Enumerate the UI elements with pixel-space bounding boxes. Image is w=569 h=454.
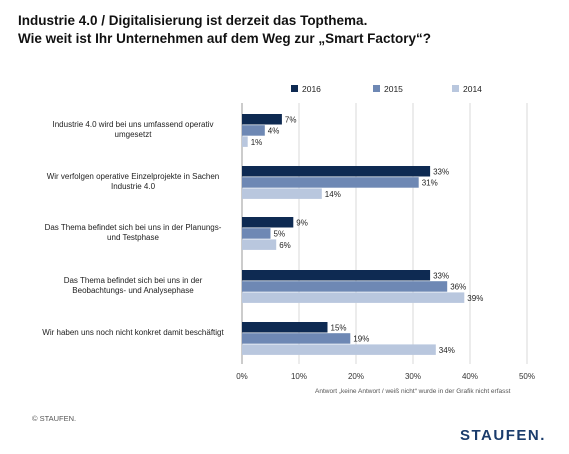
x-tick-label: 50% bbox=[519, 372, 535, 381]
x-tick-label: 20% bbox=[348, 372, 364, 381]
data-label: 14% bbox=[325, 190, 341, 199]
copyright: © STAUFEN. bbox=[32, 414, 77, 423]
data-label: 15% bbox=[331, 324, 347, 333]
bar bbox=[242, 166, 431, 177]
bar bbox=[242, 228, 271, 239]
bar bbox=[242, 125, 265, 136]
data-label: 33% bbox=[433, 272, 449, 281]
data-label: 6% bbox=[279, 241, 291, 250]
data-label: 9% bbox=[296, 219, 308, 228]
data-label: 31% bbox=[422, 179, 438, 188]
bar bbox=[242, 292, 465, 303]
x-tick-label: 10% bbox=[291, 372, 307, 381]
legend-swatch bbox=[373, 85, 380, 92]
bar bbox=[242, 270, 431, 281]
data-label: 36% bbox=[450, 283, 466, 292]
bar bbox=[242, 177, 419, 188]
data-label: 19% bbox=[353, 335, 369, 344]
x-tick-label: 30% bbox=[405, 372, 421, 381]
legend-label: 2014 bbox=[463, 84, 482, 94]
legend-swatch bbox=[291, 85, 298, 92]
legend-label: 2015 bbox=[384, 84, 403, 94]
legend-swatch bbox=[452, 85, 459, 92]
x-tick-label: 0% bbox=[236, 372, 248, 381]
staufen-logo: STAUFEN. bbox=[460, 427, 546, 444]
bar bbox=[242, 136, 248, 147]
category-label: Das Thema befindet sich bei uns in der P… bbox=[44, 223, 222, 242]
data-label: 4% bbox=[268, 127, 280, 136]
bar bbox=[242, 281, 448, 292]
chart-title: Industrie 4.0 / Digitalisierung ist derz… bbox=[18, 12, 558, 48]
category-label: Wir haben uns noch nicht konkret damit b… bbox=[42, 328, 224, 337]
chart-title-line-2: Wie weit ist Ihr Unternehmen auf dem Weg… bbox=[18, 31, 431, 46]
category-label: Wir verfolgen operative Einzelprojekte i… bbox=[46, 172, 220, 191]
data-label: 7% bbox=[285, 116, 297, 125]
data-label: 39% bbox=[467, 294, 483, 303]
bar bbox=[242, 344, 436, 355]
data-label: 1% bbox=[251, 138, 263, 147]
bar bbox=[242, 333, 351, 344]
data-label: 33% bbox=[433, 168, 449, 177]
chart-title-line-1: Industrie 4.0 / Digitalisierung ist derz… bbox=[18, 13, 368, 28]
category-label: Industrie 4.0 wird bei uns umfassend ope… bbox=[52, 120, 214, 139]
data-label: 5% bbox=[274, 230, 286, 239]
x-tick-label: 40% bbox=[462, 372, 478, 381]
bar bbox=[242, 188, 322, 199]
bar bbox=[242, 217, 294, 228]
bar bbox=[242, 322, 328, 333]
data-label: 34% bbox=[439, 346, 455, 355]
category-label: Das Thema befindet sich bei uns in der B… bbox=[63, 276, 203, 295]
footnote: Antwort „keine Antwort / weiß nicht“ wur… bbox=[315, 388, 511, 395]
bar bbox=[242, 114, 282, 125]
legend-label: 2016 bbox=[302, 84, 321, 94]
bar bbox=[242, 239, 277, 250]
